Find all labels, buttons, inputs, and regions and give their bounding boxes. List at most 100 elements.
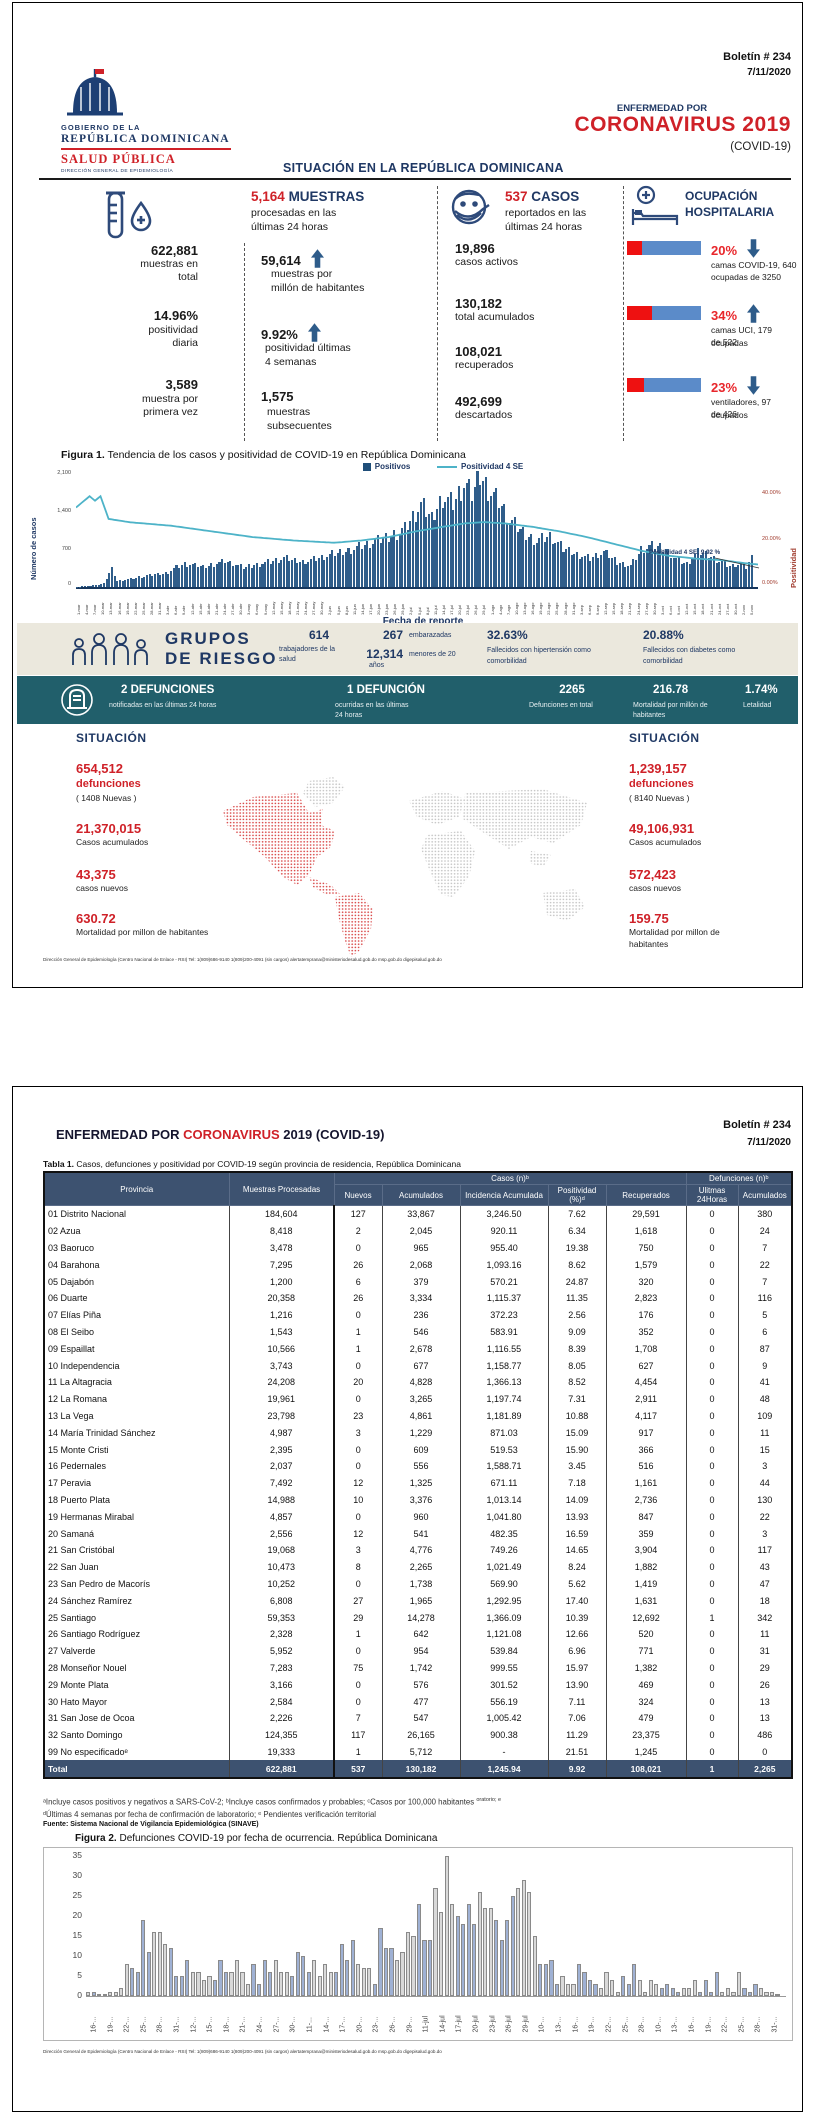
- legend-line-swatch: [437, 465, 457, 468]
- table-cell: 130,182: [381, 1760, 461, 1779]
- subsequent-samples-value: 1,575: [261, 389, 294, 404]
- fig1-bar: [121, 580, 124, 587]
- table-cell: 379: [381, 1273, 461, 1290]
- fig2-bar: [505, 1920, 510, 1996]
- fig1-bar: [299, 561, 302, 587]
- cases-headline-label: CASOS: [531, 189, 580, 204]
- fig2-bar: [764, 1992, 769, 1996]
- page2-bulletin-number: Boletín # 234: [723, 1119, 791, 1131]
- fig1-bar: [84, 586, 87, 587]
- fig1-bar: [355, 546, 358, 587]
- table-cell: 29 Monte Plata: [43, 1676, 230, 1694]
- discarded-value: 492,699: [455, 394, 502, 409]
- table-cell: 1,708: [605, 1340, 687, 1358]
- table-cell: 21 San Cristóbal: [43, 1541, 230, 1559]
- table-cell: 10 Independencia: [43, 1357, 230, 1374]
- table-cell: 556: [381, 1457, 461, 1475]
- fig1-bar: [360, 549, 363, 587]
- table-cell: 12: [333, 1474, 383, 1492]
- fig1-bar: [307, 561, 310, 587]
- fig1-x-tick-label: 9-may: [262, 603, 268, 615]
- fig1-bar: [742, 562, 745, 587]
- fig1-bar: [137, 576, 140, 587]
- fig2-bar: [141, 1920, 146, 1996]
- fig2-bar: [527, 1892, 532, 1996]
- fig1-bar: [342, 555, 345, 587]
- deaths-occurred-label2: 24 horas: [335, 712, 363, 719]
- fig1-x-tick-label: 10-ago: [513, 602, 519, 615]
- table-cell: 32 Santo Domingo: [43, 1726, 230, 1744]
- col-header-def-acumulados: Acumulados: [737, 1184, 793, 1206]
- fig1-bar: [578, 559, 581, 587]
- fig1-x-tick-label: 9-sep: [595, 604, 600, 615]
- footnote-1-tail: oratorio; e: [476, 1797, 502, 1803]
- down-arrow-icon: [747, 239, 761, 263]
- fig2-bar: [334, 1972, 339, 1996]
- fig1-bar: [102, 583, 105, 587]
- table-cell: 01 Distrito Nacional: [43, 1205, 230, 1223]
- samples-per-million-label2: millón de habitantes: [271, 282, 365, 294]
- fig1-bar: [135, 577, 138, 587]
- subsequent-samples-label2: subsecuentes: [267, 420, 332, 432]
- table-cell: 10,566: [228, 1340, 335, 1358]
- fig1-bar: [309, 558, 312, 587]
- fig1-bar: [589, 560, 592, 587]
- disease-pre-title: ENFERMEDAD POR: [616, 103, 708, 114]
- table-cell: 954: [381, 1642, 461, 1660]
- table-cell: -: [459, 1743, 549, 1761]
- fig1-bar: [729, 565, 732, 587]
- table-cell: 1,543: [228, 1323, 335, 1341]
- table-cell: 19.38: [547, 1239, 607, 1257]
- figura1-xaxis-title: Fecha de reporte: [382, 616, 464, 627]
- f1-ytick-2100: 2,100: [57, 470, 71, 476]
- salud-publica-label: SALUD PÚBLICA: [61, 152, 176, 166]
- samples-total-label2: total: [178, 271, 198, 283]
- column-divider-2: [437, 186, 438, 441]
- fig2-bar: [97, 1994, 102, 1996]
- figura1-legend: Positivos Positividad 4 SE: [263, 462, 623, 471]
- table-cell: 627: [605, 1357, 687, 1374]
- recovered-value: 108,021: [455, 344, 502, 359]
- fig1-bar: [371, 543, 374, 587]
- fig2-bar: [747, 1992, 753, 1996]
- fig2-bar: [753, 1984, 758, 1996]
- fig1-x-tick-label: 21-may: [294, 601, 300, 615]
- table-cell: 0: [685, 1340, 739, 1358]
- fig1-bar: [210, 563, 213, 587]
- table-cell: 11 La Altagracia: [43, 1373, 230, 1391]
- covid-beds-label2: ocupadas de 3250: [711, 272, 781, 282]
- table-cell: 23,375: [605, 1726, 687, 1744]
- fig1-x-tick-label: 31-ago: [570, 602, 576, 615]
- fig2-x-tick-label: 27-...: [273, 2016, 281, 2033]
- fig1-bar: [731, 563, 734, 587]
- fig1-bar: [205, 568, 208, 587]
- table-cell: 18 Puerto Plata: [43, 1491, 230, 1509]
- fig2-bar: [317, 1976, 322, 1996]
- fig2-bar: [598, 1988, 604, 1996]
- fig1-bar: [291, 559, 294, 587]
- col-header-positividad: Positividad (%)ᵈ: [547, 1184, 607, 1206]
- figura2-title: Figura 2. Defunciones COVID-19 por fecha…: [75, 1833, 437, 1844]
- covid-beds-pct: 20%: [711, 243, 738, 259]
- fig2-x-tick-label: 11-jul: [422, 2015, 430, 2033]
- fig1-x-tick-label: 4-mar: [84, 604, 90, 615]
- fig1-x-tick-label: 15-abr: [197, 603, 203, 615]
- fig2-x-tick-label: 16-...: [572, 2016, 580, 2033]
- table-cell: 0: [685, 1441, 739, 1458]
- table-cell: 6.96: [547, 1642, 607, 1660]
- fig1-x-tick-label: 6-sep: [586, 604, 592, 615]
- world-deaths-value: 1,239,157: [629, 761, 687, 776]
- fig1-bar: [234, 565, 237, 587]
- table-cell: 324: [605, 1693, 687, 1710]
- table-total-row: Total 622,881 537 130,182 1,245.94 9.92 108,02…: [43, 1760, 793, 1779]
- table-cell: 0: [333, 1642, 383, 1660]
- table-row: 19 Hermanas Mirabal 4,857 0 960 1,041.80 13.9…: [43, 1508, 793, 1526]
- fig2-bar: [273, 1960, 278, 1996]
- fig1-bar: [296, 563, 299, 587]
- provinces-table: Provincia Muestras Procesadas Casos (n)ᵇ…: [43, 1171, 794, 1780]
- fig2-bar: [229, 1972, 234, 1996]
- fig1-bar: [116, 580, 119, 587]
- fig2-x-tick-label: 29-jul: [522, 2015, 530, 2033]
- fig2-bar: [521, 1880, 526, 1996]
- table-cell: 22: [737, 1256, 793, 1274]
